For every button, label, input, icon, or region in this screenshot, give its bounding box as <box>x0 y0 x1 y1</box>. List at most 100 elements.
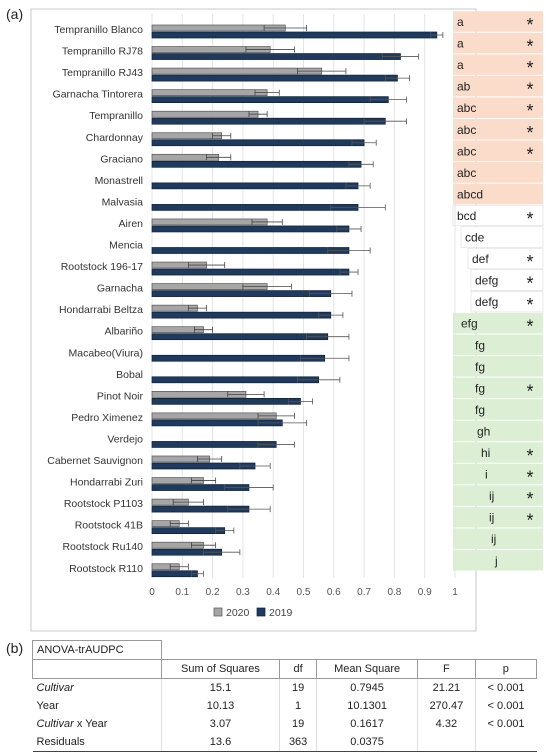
significance-letter: i <box>485 468 488 482</box>
letter-box <box>467 247 544 270</box>
category-label: Rootstock P1103 <box>64 498 143 510</box>
category-label: Graciano <box>100 153 143 165</box>
bar-2020 <box>151 132 223 140</box>
legend-swatch-2019 <box>256 607 266 617</box>
bar-2019 <box>151 31 438 39</box>
significance-letter: a <box>457 37 464 51</box>
category-label: Chardonnay <box>86 132 144 144</box>
category-label: Rootstock 196-17 <box>61 261 143 273</box>
anova-f: 270.47 <box>417 697 476 715</box>
bar-2020 <box>151 67 323 75</box>
anova-f: 4.32 <box>417 715 476 733</box>
anova-term-cultivar: Cultivar <box>36 718 74 730</box>
significance-letter: ij <box>489 489 494 503</box>
letter-box <box>453 11 543 32</box>
category-label: Garnacha Tintorera <box>53 89 144 101</box>
category-label: Malvasia <box>102 196 144 208</box>
category-label: Hondarrabi Zuri <box>70 477 143 489</box>
significance-letter: ab <box>457 80 471 94</box>
letter-box <box>453 97 543 118</box>
category-label: Garnacha <box>97 283 143 295</box>
letter-box <box>453 183 543 205</box>
anova-header-p: p <box>474 659 538 679</box>
category-label: Hondarrabi Beltza <box>59 304 143 316</box>
letter-box <box>453 377 543 399</box>
letter-box <box>453 334 543 356</box>
bar-2019 <box>151 527 226 535</box>
letter-box <box>453 32 543 54</box>
significance-star: * <box>526 37 533 57</box>
significance-letter: abc <box>457 101 476 115</box>
bar-2019 <box>151 53 401 60</box>
anova-header-term <box>32 659 162 679</box>
category-label: Cabernet Sauvignon <box>47 455 143 467</box>
significance-letter: defg <box>475 295 498 309</box>
significance-star: * <box>526 144 533 164</box>
letter-box <box>453 463 543 485</box>
letter-box <box>453 485 543 506</box>
bar-2019 <box>151 311 332 319</box>
bar-2019 <box>151 74 398 82</box>
bar-2019 <box>151 139 365 147</box>
x-tick-label: 0.4 <box>266 587 280 598</box>
letter-box <box>470 291 544 313</box>
x-tick-label: 0.7 <box>357 587 371 598</box>
category-label: Tempranillo RJ78 <box>62 46 143 58</box>
x-tick-label: 0 <box>149 587 155 598</box>
category-label: Albariño <box>104 326 143 338</box>
significance-star: * <box>526 446 533 466</box>
bar-2020 <box>151 218 268 226</box>
anova-term: Year <box>36 700 59 712</box>
anova-term: Cultivar <box>36 682 74 694</box>
significance-letter: a <box>457 15 464 29</box>
letter-box <box>453 399 543 420</box>
bar-2019 <box>151 247 350 254</box>
letter-box <box>453 549 543 571</box>
significance-star: * <box>526 252 533 272</box>
anova-p: < 0.001 <box>474 678 537 697</box>
significance-letter: def <box>472 252 489 266</box>
letter-box <box>470 269 544 291</box>
anova-header-ms: Mean Square <box>316 659 419 679</box>
letter-box <box>452 204 544 227</box>
significance-letter: fg <box>475 338 485 352</box>
significance-letter: abc <box>457 123 476 137</box>
panel-label-a: (a) <box>6 6 24 22</box>
significance-star: * <box>526 80 533 100</box>
anova-header-f: F <box>417 659 476 679</box>
significance-star: * <box>526 274 533 294</box>
letter-box <box>453 312 543 334</box>
significance-star: * <box>526 295 533 315</box>
category-label: Pinot Noir <box>97 390 144 402</box>
significance-letter: a <box>457 58 464 72</box>
panel-label-b: (b) <box>6 640 24 656</box>
anova-row-year: Year 10.13 1 10.1301 270.47 < 0.001 <box>33 697 537 715</box>
x-tick-label: 0.8 <box>387 587 401 598</box>
category-label: Airen <box>118 218 143 230</box>
anova-ms: 10.1301 <box>316 697 418 715</box>
significance-letter: fg <box>475 360 485 374</box>
bar-2019 <box>151 160 362 168</box>
anova-term: Cultivar x Year <box>33 715 162 733</box>
bar-2019 <box>151 96 389 104</box>
significance-letter: defg <box>475 274 498 288</box>
bar-2019 <box>151 182 359 190</box>
bar-2019 <box>151 204 359 211</box>
significance-star: * <box>526 381 533 401</box>
category-label: Pedro Ximenez <box>71 412 143 424</box>
significance-letter: fg <box>475 381 485 395</box>
significance-star: * <box>526 468 533 488</box>
significance-letter: ij <box>491 532 496 546</box>
category-label: Tempranillo <box>89 110 143 122</box>
x-tick-label: 0.6 <box>327 587 341 598</box>
category-label: Verdejo <box>107 433 143 445</box>
significance-star: * <box>526 15 533 35</box>
legend-swatch-2020 <box>213 607 223 617</box>
x-tick-label: 0.2 <box>206 587 220 598</box>
significance-star: * <box>526 209 533 229</box>
anova-ss: 15.1 <box>160 678 280 697</box>
letter-box <box>453 54 543 75</box>
category-label: Macabeo(Viura) <box>68 347 143 359</box>
anova-row-interaction: Cultivar x Year 3.07 19 0.1617 4.32 < 0.… <box>33 715 537 733</box>
category-label: Rootstock R110 <box>69 563 143 575</box>
